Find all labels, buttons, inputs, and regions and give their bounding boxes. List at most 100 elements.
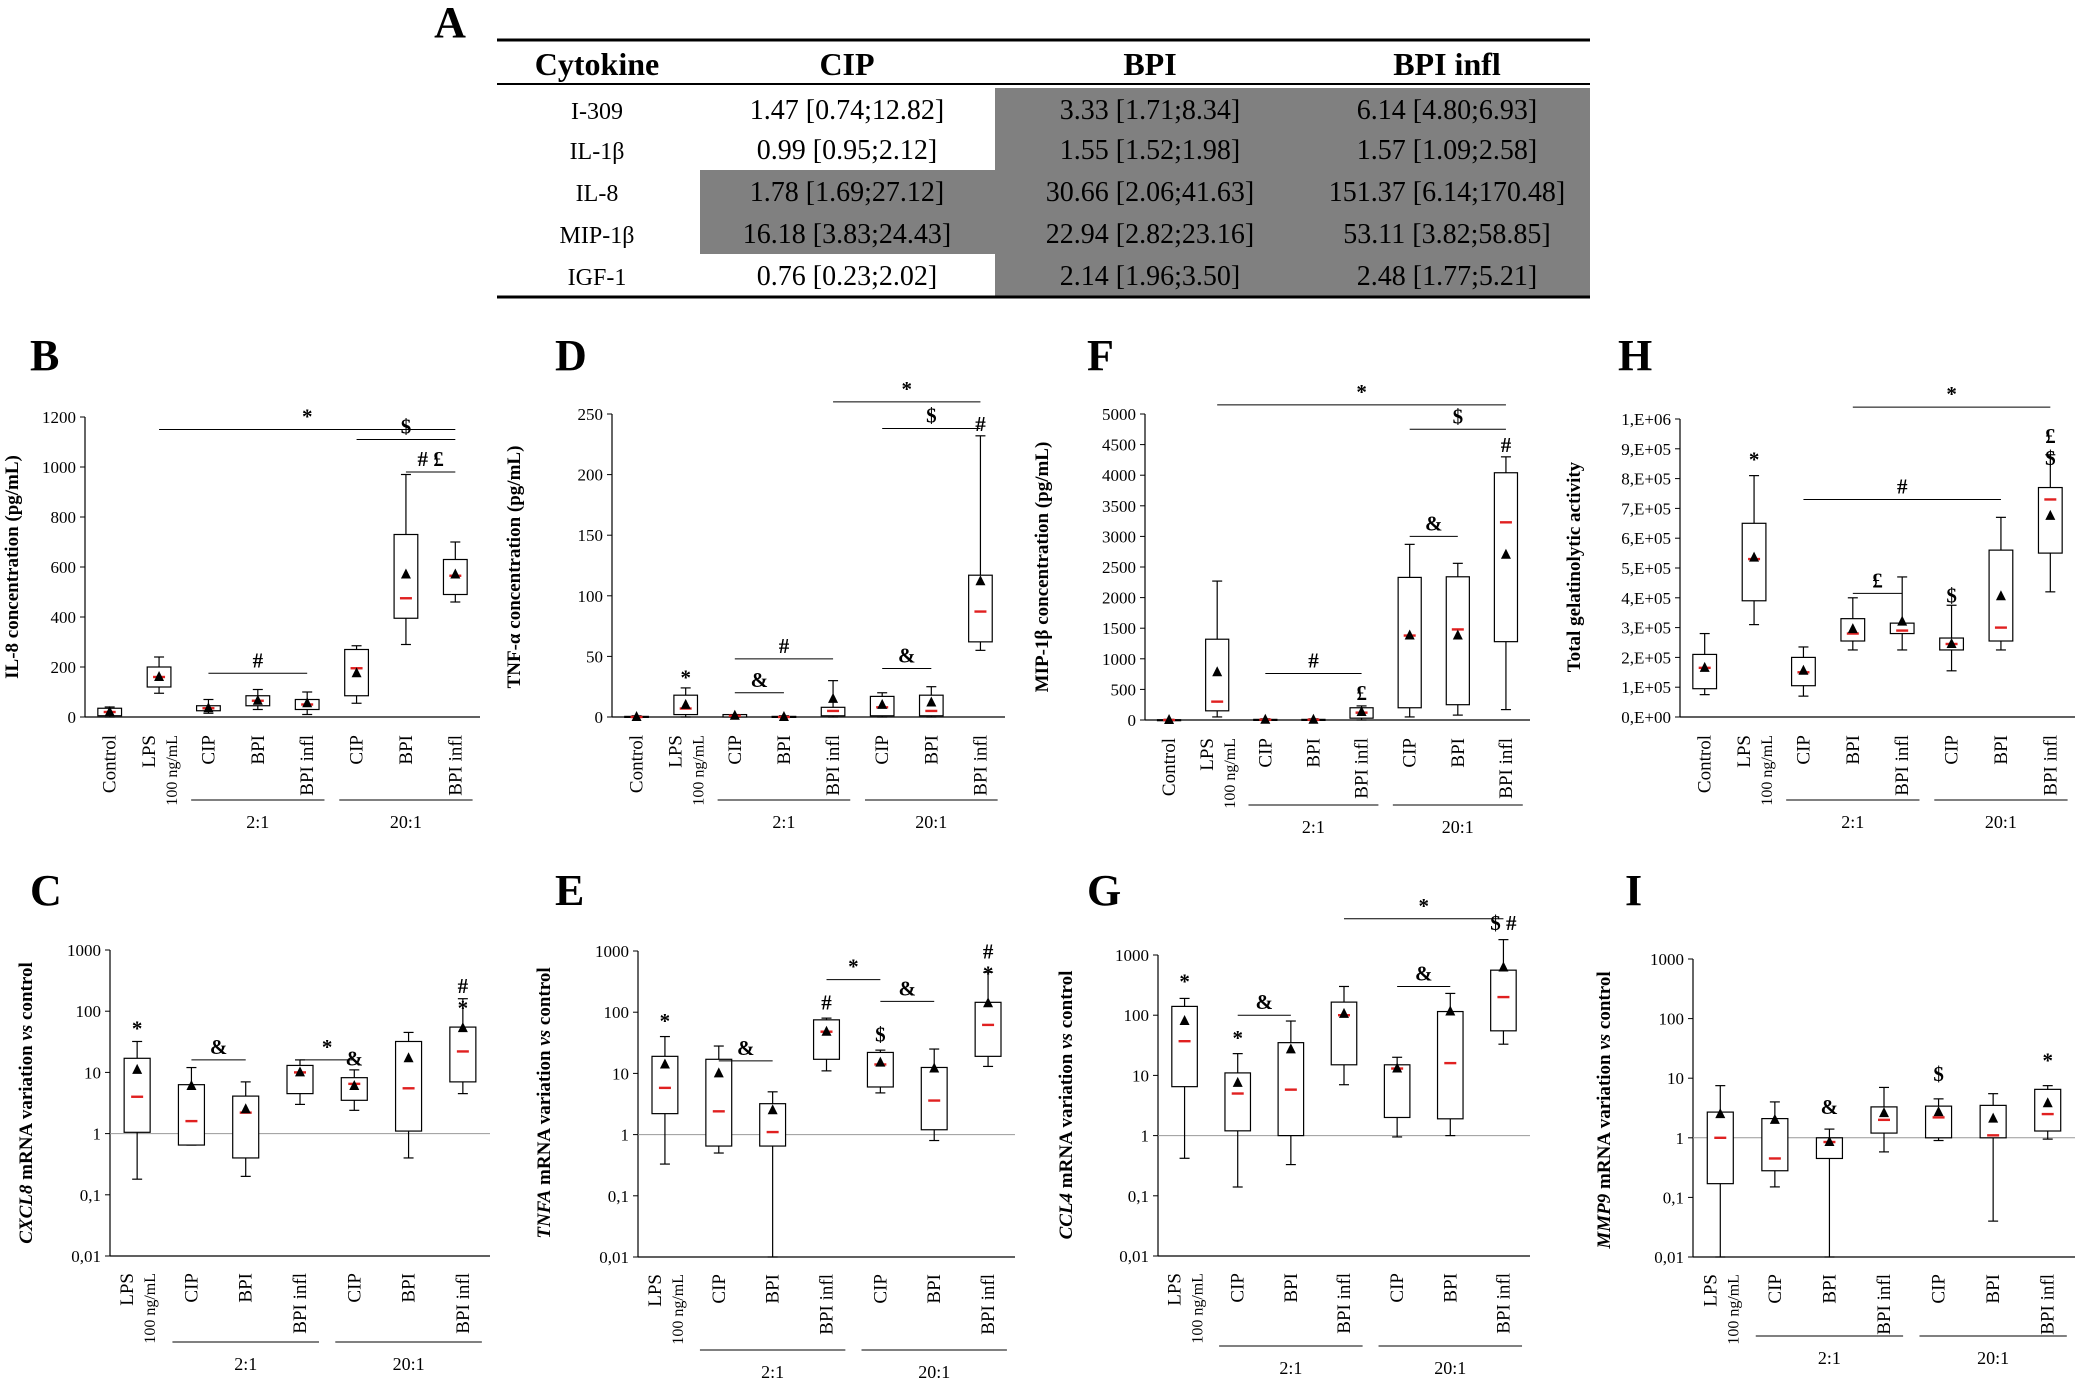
y-tick-label: 1500 [1102, 619, 1136, 638]
category-label: BPI infl [817, 1274, 838, 1335]
y-axis-label: Total gelatinolytic activity [1564, 461, 1585, 672]
category-label-line: LPS [1700, 1274, 1721, 1307]
category-label: BPI [1819, 1274, 1840, 1304]
box-5 [1979, 1093, 2007, 1222]
mean-triangle [252, 694, 263, 705]
mean-triangle [983, 997, 994, 1008]
significance-label: # [253, 648, 264, 672]
mean-triangle [1285, 1043, 1296, 1054]
mean-triangle [929, 1062, 940, 1073]
mean-triangle [1232, 1076, 1243, 1087]
category-label-line: LPS [139, 735, 160, 768]
group-label: 2:1 [761, 1362, 784, 1382]
category-label: Control [100, 735, 121, 793]
y-tick-label: 0 [68, 708, 77, 727]
y-tick-label: 2000 [1102, 589, 1136, 608]
mean-triangle [1339, 1007, 1349, 1018]
iqr-box [968, 574, 993, 643]
y-axis-label-vs: vs [1056, 1033, 1077, 1049]
mean-triangle [1699, 661, 1710, 672]
significance-label: $ # [1490, 911, 1517, 935]
significance-label: * [680, 665, 691, 689]
mean-triangle [1824, 1136, 1835, 1147]
y-axis-label-gene: CCL4 [1056, 1193, 1077, 1239]
mean-triangle [1988, 1112, 1999, 1123]
mean-triangle [400, 568, 411, 579]
box-2 [232, 1081, 260, 1177]
panel-b: B 0 200 400 600 800 1000 1200 IL-8 concentration… [2, 331, 480, 832]
y-tick-label: 800 [51, 508, 77, 527]
y-tick-label: 1000 [1102, 650, 1136, 669]
category-label-line: 100 ng/mL [1222, 738, 1239, 809]
y-tick-label: 1,E+06 [1621, 410, 1671, 429]
box-4 [294, 691, 320, 716]
y-tick-label: 10 [612, 1064, 629, 1083]
category-label: BPI infl [445, 735, 466, 796]
category-label-line: LPS [1165, 1273, 1186, 1306]
mean-triangle [302, 697, 313, 708]
category-label: BPI infl [2038, 1274, 2059, 1335]
y-axis-label-part: control [1594, 971, 1615, 1033]
box-0 [97, 706, 123, 718]
significance-label: $ [875, 1023, 886, 1047]
y-axis-label: MIP-1β concentration (pg/mL) [1032, 442, 1053, 693]
y-tick-label: 1 [93, 1125, 102, 1144]
mean-triangle [729, 709, 740, 720]
mean-triangle [403, 1052, 414, 1063]
box-0 [123, 1040, 151, 1180]
category-label: CIP [181, 1273, 202, 1303]
y-tick-label: 50 [586, 647, 603, 666]
y-tick-label: 10 [1132, 1066, 1149, 1085]
group-label: 20:1 [390, 812, 422, 832]
y-axis-label-part: mRNA variation [534, 1046, 555, 1190]
mean-triangle [351, 667, 362, 678]
group-label: 20:1 [1977, 1348, 2009, 1368]
mean-triangle [1356, 706, 1367, 717]
y-tick-label: 0 [1128, 711, 1137, 730]
y-tick-label: 0,01 [1119, 1247, 1149, 1266]
box-2 [1790, 646, 1816, 697]
y-tick-label: 3000 [1102, 527, 1136, 546]
significance-label: $ [1946, 583, 1957, 607]
category-label-line: 100 ng/mL [691, 735, 708, 806]
y-tick-label: 200 [51, 658, 77, 677]
category-label: BPI [1991, 735, 2012, 765]
mean-triangle [1445, 1005, 1456, 1016]
box-5 [394, 1031, 423, 1159]
category-label: CIP [1387, 1273, 1408, 1303]
box-1 [673, 687, 699, 718]
box-4 [866, 1049, 894, 1094]
category-label-line: LPS [645, 1274, 666, 1307]
panel-d: D 0 50 100 150 200 250 TNF-α concentration (pg/… [504, 331, 1005, 832]
category-label: BPI [396, 735, 417, 765]
mean-triangle [1260, 713, 1271, 724]
significance-label: * [1356, 380, 1367, 404]
table-cell: 151.37 [6.14;170.48] [1329, 177, 1565, 208]
significance-label: & [1256, 990, 1274, 1014]
category-label: CIP [347, 735, 368, 765]
mean-triangle [1392, 1062, 1403, 1073]
y-tick-label: 1,E+05 [1621, 678, 1671, 697]
table-cell-shade [995, 170, 1305, 212]
box-1 [146, 656, 172, 694]
box-6 [1445, 562, 1470, 716]
y-tick-label: 0,1 [1128, 1187, 1149, 1206]
mean-triangle [975, 575, 986, 586]
iqr-box [2034, 1088, 2062, 1132]
box-0 [1156, 714, 1182, 724]
mean-triangle [457, 1022, 468, 1033]
panel-h: H 0,E+00 1,E+05 2,E+05 3,E+05 4,E+05 5,E+05 6,E… [1564, 331, 2075, 832]
iqr-box [1436, 1010, 1464, 1120]
y-axis-label: CXCL8 mRNA variation vs control [16, 962, 37, 1243]
box-4 [1349, 705, 1374, 721]
panel-letter-B: B [30, 331, 59, 380]
mean-triangle [1212, 666, 1223, 677]
panel-letter-H: H [1618, 331, 1652, 380]
mean-triangle [875, 1056, 886, 1067]
group-label: 20:1 [918, 1362, 950, 1382]
y-tick-label: 1 [621, 1126, 630, 1145]
mean-triangle [680, 698, 691, 709]
group-label: 20:1 [1985, 812, 2017, 832]
iqr-box [2037, 486, 2063, 554]
